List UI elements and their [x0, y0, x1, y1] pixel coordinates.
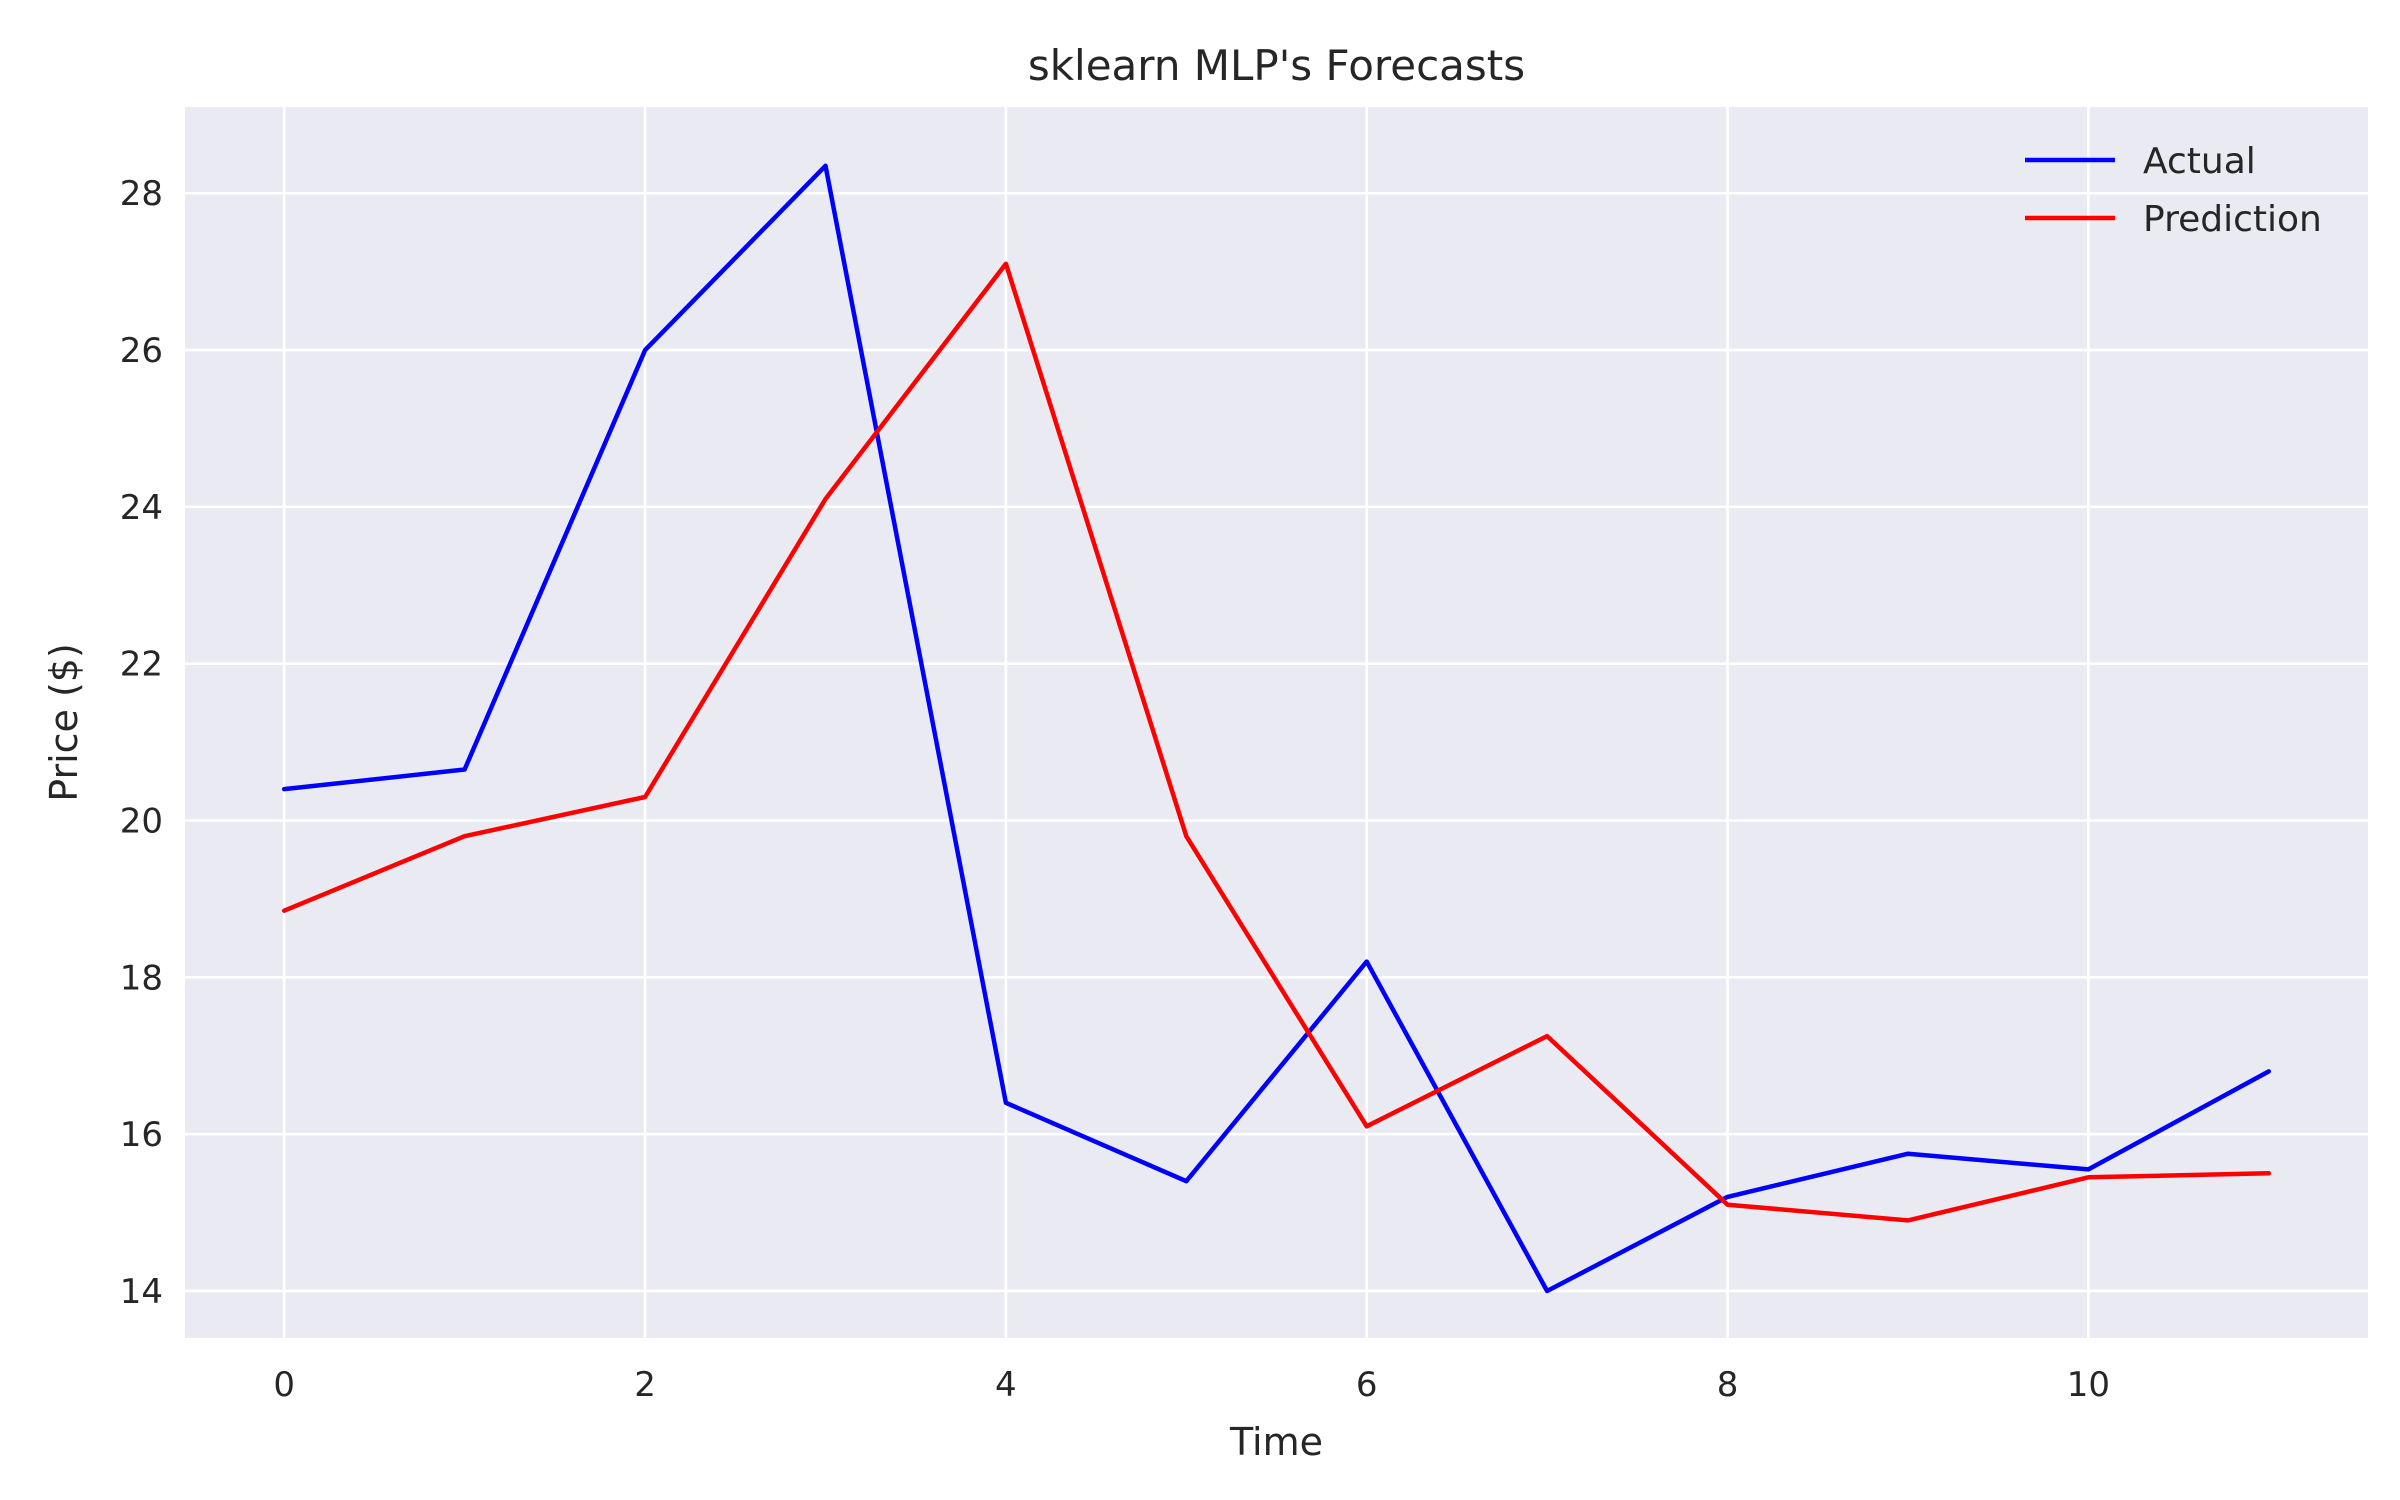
- y-tick-label: 18: [120, 958, 163, 998]
- y-tick-label: 28: [120, 174, 163, 214]
- x-axis-label: Time: [1229, 1420, 1323, 1464]
- legend-label-prediction: Prediction: [2143, 199, 2322, 240]
- x-tick-label: 2: [634, 1365, 656, 1405]
- y-tick-label: 16: [120, 1115, 163, 1155]
- y-tick-label: 22: [120, 645, 163, 685]
- y-axis-label: Price ($): [42, 643, 86, 802]
- y-tick-label: 14: [120, 1272, 163, 1312]
- legend: Actual Prediction: [2025, 141, 2322, 240]
- chart-title: sklearn MLP's Forecasts: [1028, 41, 1525, 90]
- y-tick-label: 24: [120, 488, 163, 528]
- grid-lines: [185, 107, 2368, 1338]
- y-tick-label: 26: [120, 331, 163, 371]
- plot-area: [185, 107, 2368, 1338]
- x-tick-label: 8: [1717, 1365, 1739, 1405]
- y-tick-label: 20: [120, 802, 163, 842]
- x-tick-label: 10: [2067, 1365, 2110, 1405]
- x-tick-label: 4: [995, 1365, 1017, 1405]
- series-line-prediction: [281, 261, 2272, 1223]
- series-line-actual: [281, 163, 2272, 1294]
- x-tick-label: 0: [273, 1365, 295, 1405]
- series-lines: [281, 163, 2272, 1294]
- x-tick-label: 6: [1356, 1365, 1378, 1405]
- legend-label-actual: Actual: [2143, 141, 2256, 182]
